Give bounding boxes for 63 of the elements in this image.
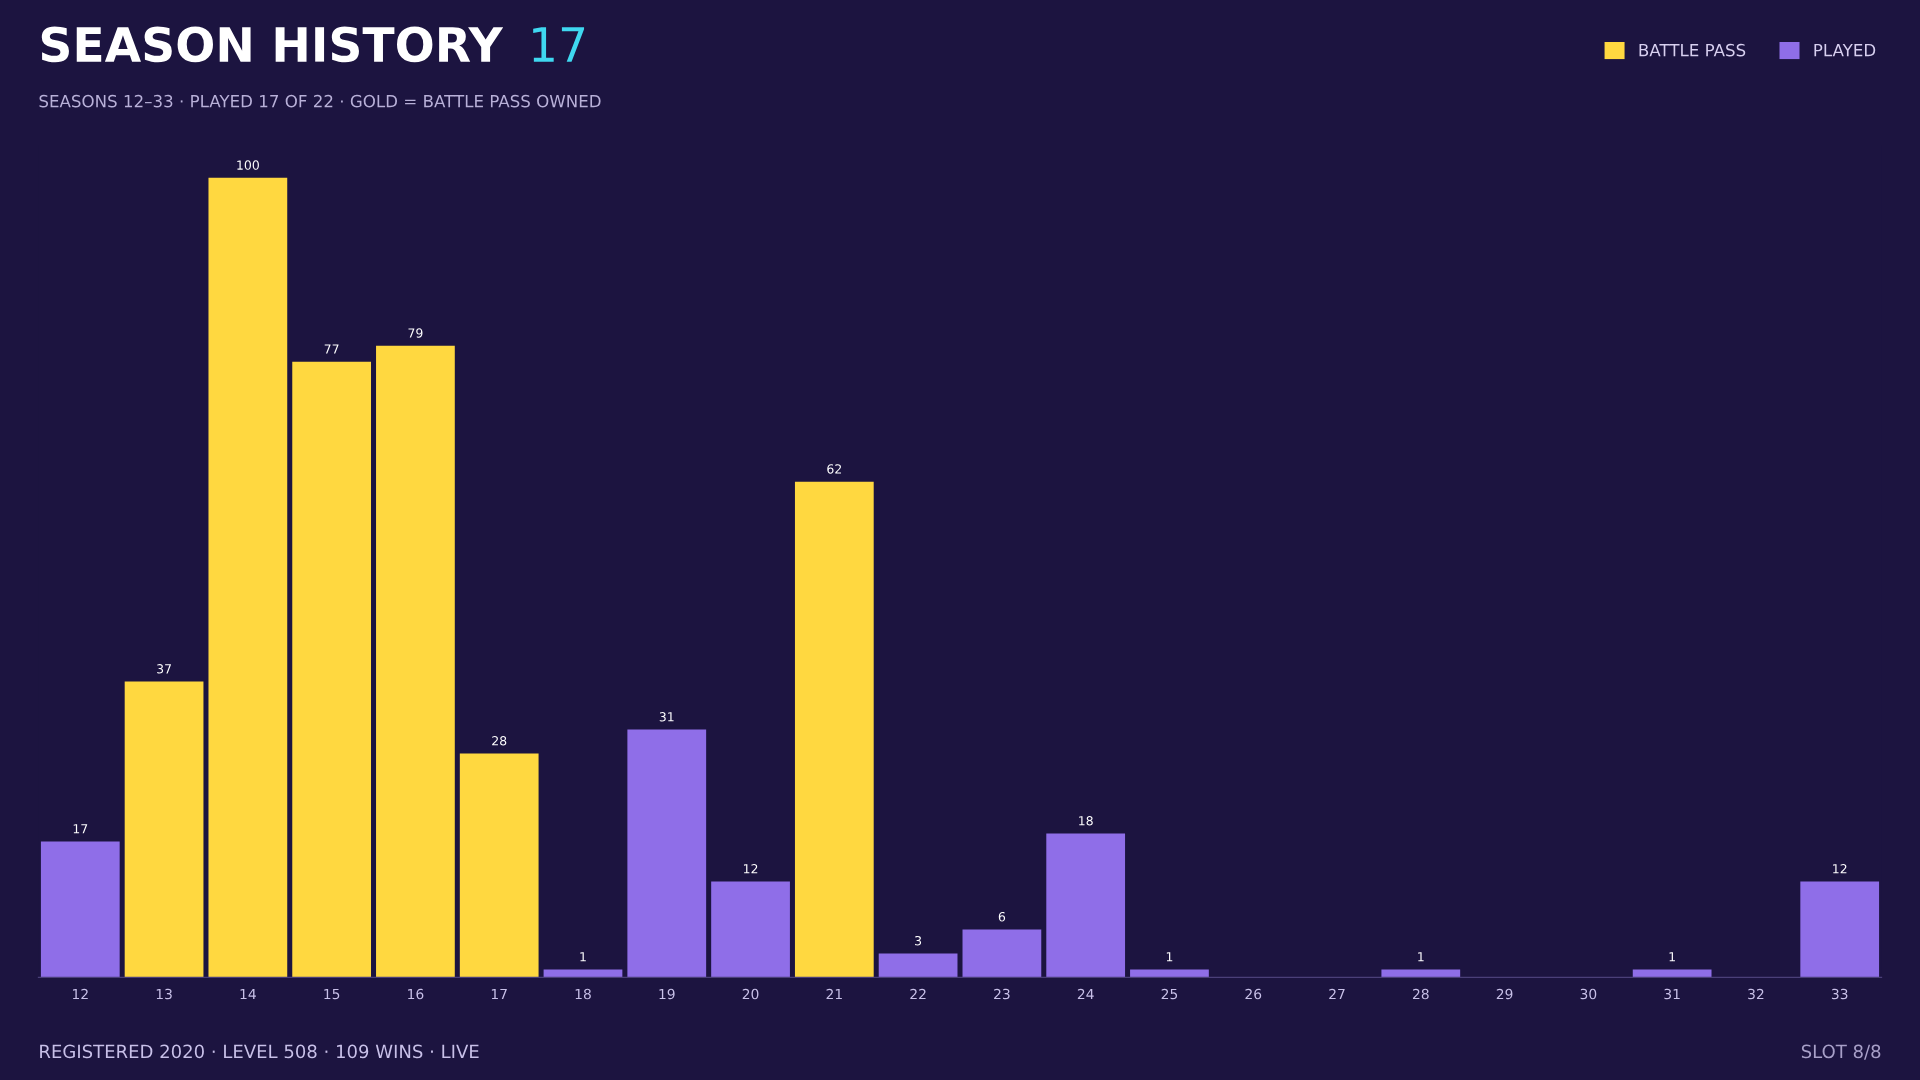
data-label: 37 [157,664,171,674]
x-tick-label: 13 [156,988,172,1000]
text: SLOT 8/8 [1801,1044,1881,1060]
data-label: 62 [827,464,842,474]
x-tick-label: 19 [659,988,675,1000]
bar [40,841,120,978]
x-tick-label: 29 [1496,988,1513,1000]
data-label: 1 [1166,952,1173,962]
bar [459,753,539,978]
x-tick-label: 32 [1748,988,1764,1000]
bar [711,881,790,978]
bar [794,481,874,978]
data-label: 18 [1079,816,1093,826]
x-tick-label: 15 [324,988,340,1000]
x-tick-label: 22 [910,988,926,1000]
x-tick-label: 12 [72,988,88,1000]
x-tick-label: 23 [994,988,1010,1000]
legend-label: PLAYED [1814,44,1876,57]
bar [1800,881,1880,978]
x-tick-label: 18 [575,988,591,1000]
data-label: 28 [492,736,507,746]
text: REGISTERED 2020 · LEVEL 508 · 109 WINS · LIVE [40,1044,479,1059]
data-label: 12 [1833,864,1847,874]
x-tick-label: 33 [1831,988,1848,1000]
data-label: 79 [408,328,423,338]
bar [1130,969,1209,978]
x-tick-label: 27 [1329,988,1345,1000]
bar [376,345,455,978]
bar [124,681,204,978]
data-label: 1 [1669,952,1675,962]
data-label: 31 [659,712,674,722]
bar [1046,833,1126,978]
data-label: 100 [237,160,259,170]
x-tick-label: 17 [491,988,507,1000]
data-label: 6 [998,911,1006,922]
data-label: 77 [324,344,339,354]
x-tick-label: 21 [826,988,842,1000]
bar [543,969,623,978]
text: 17 [533,27,585,62]
data-label: 3 [915,935,922,946]
x-tick-label: 20 [742,988,759,1000]
chart-title: SEASON HISTORY [41,26,504,63]
x-tick-label: 24 [1077,988,1094,1000]
bar [292,361,372,978]
x-tick-label: 30 [1580,988,1597,1000]
bar [878,953,958,978]
bar [962,929,1042,978]
x-tick-label: 26 [1245,988,1262,1000]
data-label: 1 [1418,952,1424,962]
bar [1381,969,1461,978]
bar [627,729,707,978]
x-tick-label: 31 [1664,988,1680,1000]
bar [208,177,288,978]
data-label: 1 [580,952,586,962]
chart-subtitle: SEASONS 12–33 · PLAYED 17 OF 22 · GOLD = BATTLE PASS OWNED [39,94,601,108]
x-tick-label: 28 [1412,988,1429,1000]
x-tick-label: 25 [1161,988,1178,1000]
x-tick-label: 16 [408,988,424,1000]
x-tick-label: 14 [240,988,256,1000]
data-label: 12 [743,864,758,874]
legend-label: BATTLE PASS [1639,43,1746,57]
data-label: 17 [73,824,88,834]
bar [1632,969,1712,978]
